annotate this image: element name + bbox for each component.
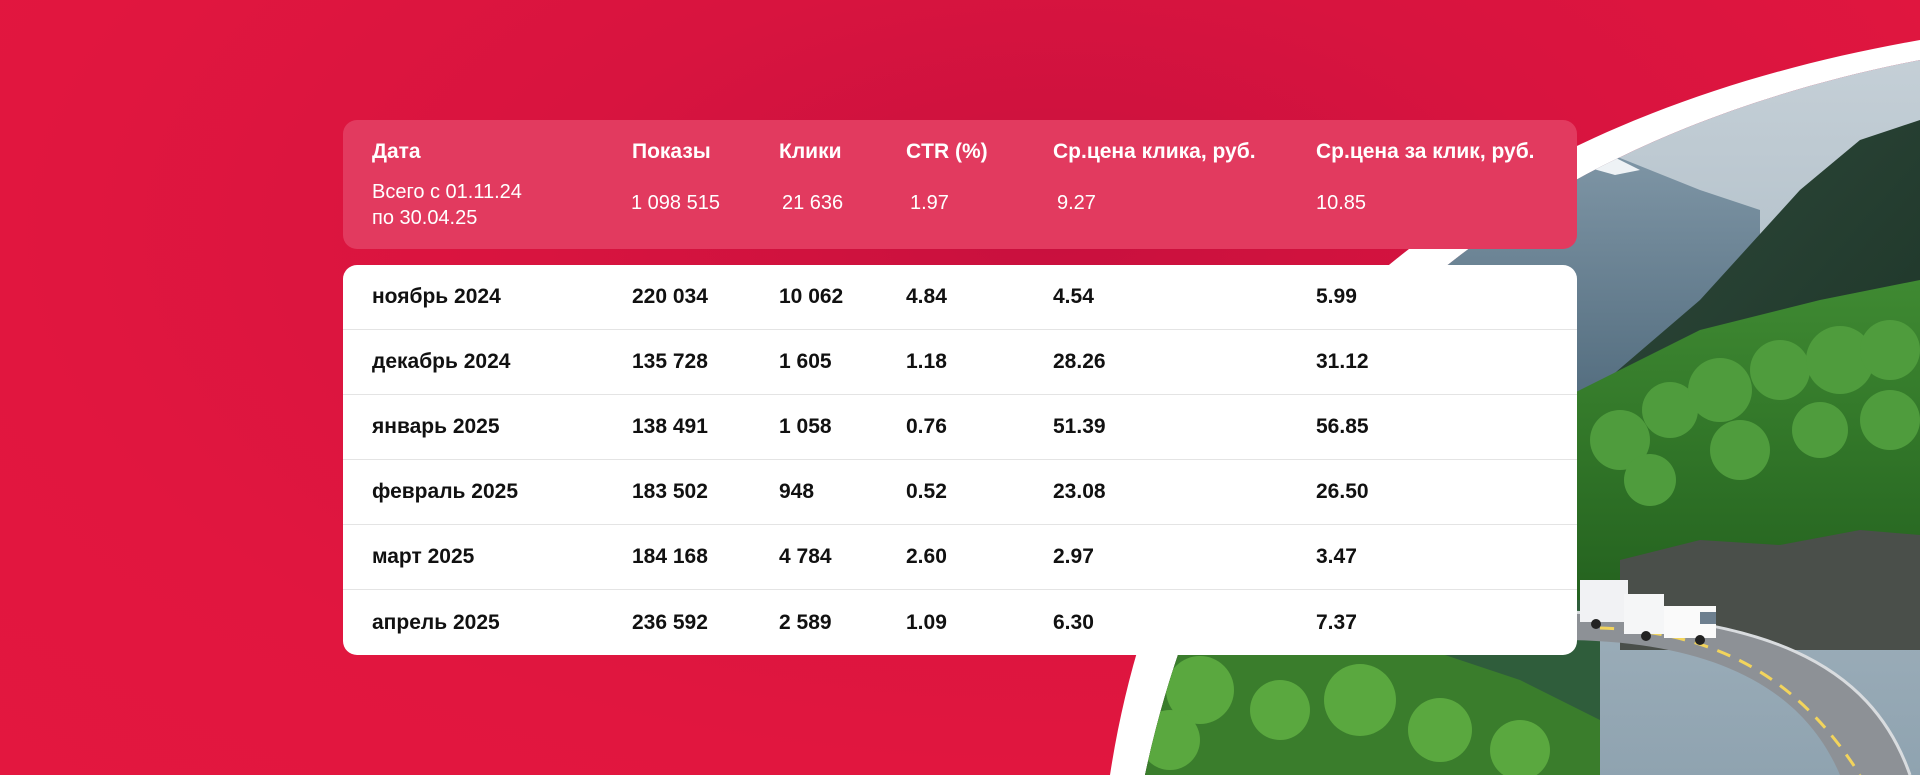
- cell-date: январь 2025: [372, 415, 500, 438]
- cell-ctr: 4.84: [906, 285, 947, 308]
- total-ctr: 1.97: [910, 192, 949, 214]
- cell-avg-click-price: 4.54: [1053, 285, 1094, 308]
- header-date: Дата: [372, 140, 421, 163]
- total-label-line2: по 30.04.25: [372, 207, 478, 229]
- total-shows: 1 098 515: [631, 192, 720, 214]
- cell-shows: 184 168: [632, 545, 708, 568]
- table-row: январь 2025 138 491 1 058 0.76 51.39 56.…: [343, 395, 1577, 460]
- truck-illustration: [1580, 580, 1716, 645]
- total-avg-price-per-click: 10.85: [1316, 192, 1367, 214]
- stats-table: Дата Показы Клики CTR (%) Ср.цена клика,…: [343, 120, 1577, 655]
- cell-clicks: 10 062: [779, 285, 844, 308]
- cell-avg-price-per-click: 7.37: [1316, 610, 1357, 634]
- cell-clicks: 1 058: [779, 415, 832, 438]
- cell-avg-click-price: 23.08: [1053, 480, 1106, 503]
- cell-avg-click-price: 2.97: [1053, 545, 1094, 568]
- cell-shows: 220 034: [632, 285, 708, 308]
- cell-avg-click-price: 51.39: [1053, 415, 1106, 438]
- cell-shows: 135 728: [632, 350, 708, 373]
- cell-date: декабрь 2024: [372, 350, 511, 373]
- cell-shows: 236 592: [632, 610, 708, 634]
- cell-date: февраль 2025: [372, 480, 518, 503]
- cell-date: ноябрь 2024: [372, 285, 501, 308]
- total-avg-click-price: 9.27: [1057, 192, 1096, 214]
- cell-avg-price-per-click: 26.50: [1316, 480, 1369, 503]
- header-clicks: Клики: [779, 140, 842, 163]
- header-avg-click-price: Ср.цена клика, руб.: [1053, 140, 1256, 163]
- table-row: апрель 2025 236 592 2 589 1.09 6.30 7.37: [343, 590, 1577, 655]
- cell-ctr: 0.76: [906, 415, 947, 438]
- cell-avg-price-per-click: 5.99: [1316, 285, 1357, 308]
- header-shows: Показы: [632, 140, 711, 163]
- cell-avg-price-per-click: 31.12: [1316, 350, 1369, 373]
- table-row: февраль 2025 183 502 948 0.52 23.08 26.5…: [343, 460, 1577, 525]
- table-body: ноябрь 2024 220 034 10 062 4.84 4.54 5.9…: [343, 265, 1577, 655]
- cell-ctr: 1.09: [906, 610, 947, 634]
- table-row: март 2025 184 168 4 784 2.60 2.97 3.47: [343, 525, 1577, 590]
- table-header: Дата Показы Клики CTR (%) Ср.цена клика,…: [343, 120, 1577, 249]
- cell-shows: 183 502: [632, 480, 708, 503]
- table-row: ноябрь 2024 220 034 10 062 4.84 4.54 5.9…: [343, 265, 1577, 330]
- cell-clicks: 2 589: [779, 610, 832, 634]
- cell-avg-price-per-click: 56.85: [1316, 415, 1369, 438]
- total-clicks: 21 636: [782, 192, 844, 214]
- cell-avg-click-price: 28.26: [1053, 350, 1106, 373]
- header-avg-price-per-click: Ср.цена за клик, руб.: [1316, 140, 1535, 163]
- cell-clicks: 948: [779, 480, 815, 503]
- cell-avg-price-per-click: 3.47: [1316, 545, 1357, 568]
- header-ctr: CTR (%): [906, 140, 988, 163]
- cell-date: апрель 2025: [372, 610, 500, 634]
- cell-clicks: 4 784: [779, 545, 832, 568]
- cell-date: март 2025: [372, 545, 475, 568]
- cell-ctr: 0.52: [906, 480, 947, 503]
- cell-clicks: 1 605: [779, 350, 832, 373]
- total-label-line1: Всего с 01.11.24: [372, 181, 522, 203]
- cell-ctr: 2.60: [906, 545, 947, 568]
- cell-shows: 138 491: [632, 415, 708, 438]
- total-label: Всего с 01.11.24 по 30.04.25: [372, 179, 522, 231]
- cell-ctr: 1.18: [906, 350, 947, 373]
- cell-avg-click-price: 6.30: [1053, 610, 1094, 634]
- table-row: декабрь 2024 135 728 1 605 1.18 28.26 31…: [343, 330, 1577, 395]
